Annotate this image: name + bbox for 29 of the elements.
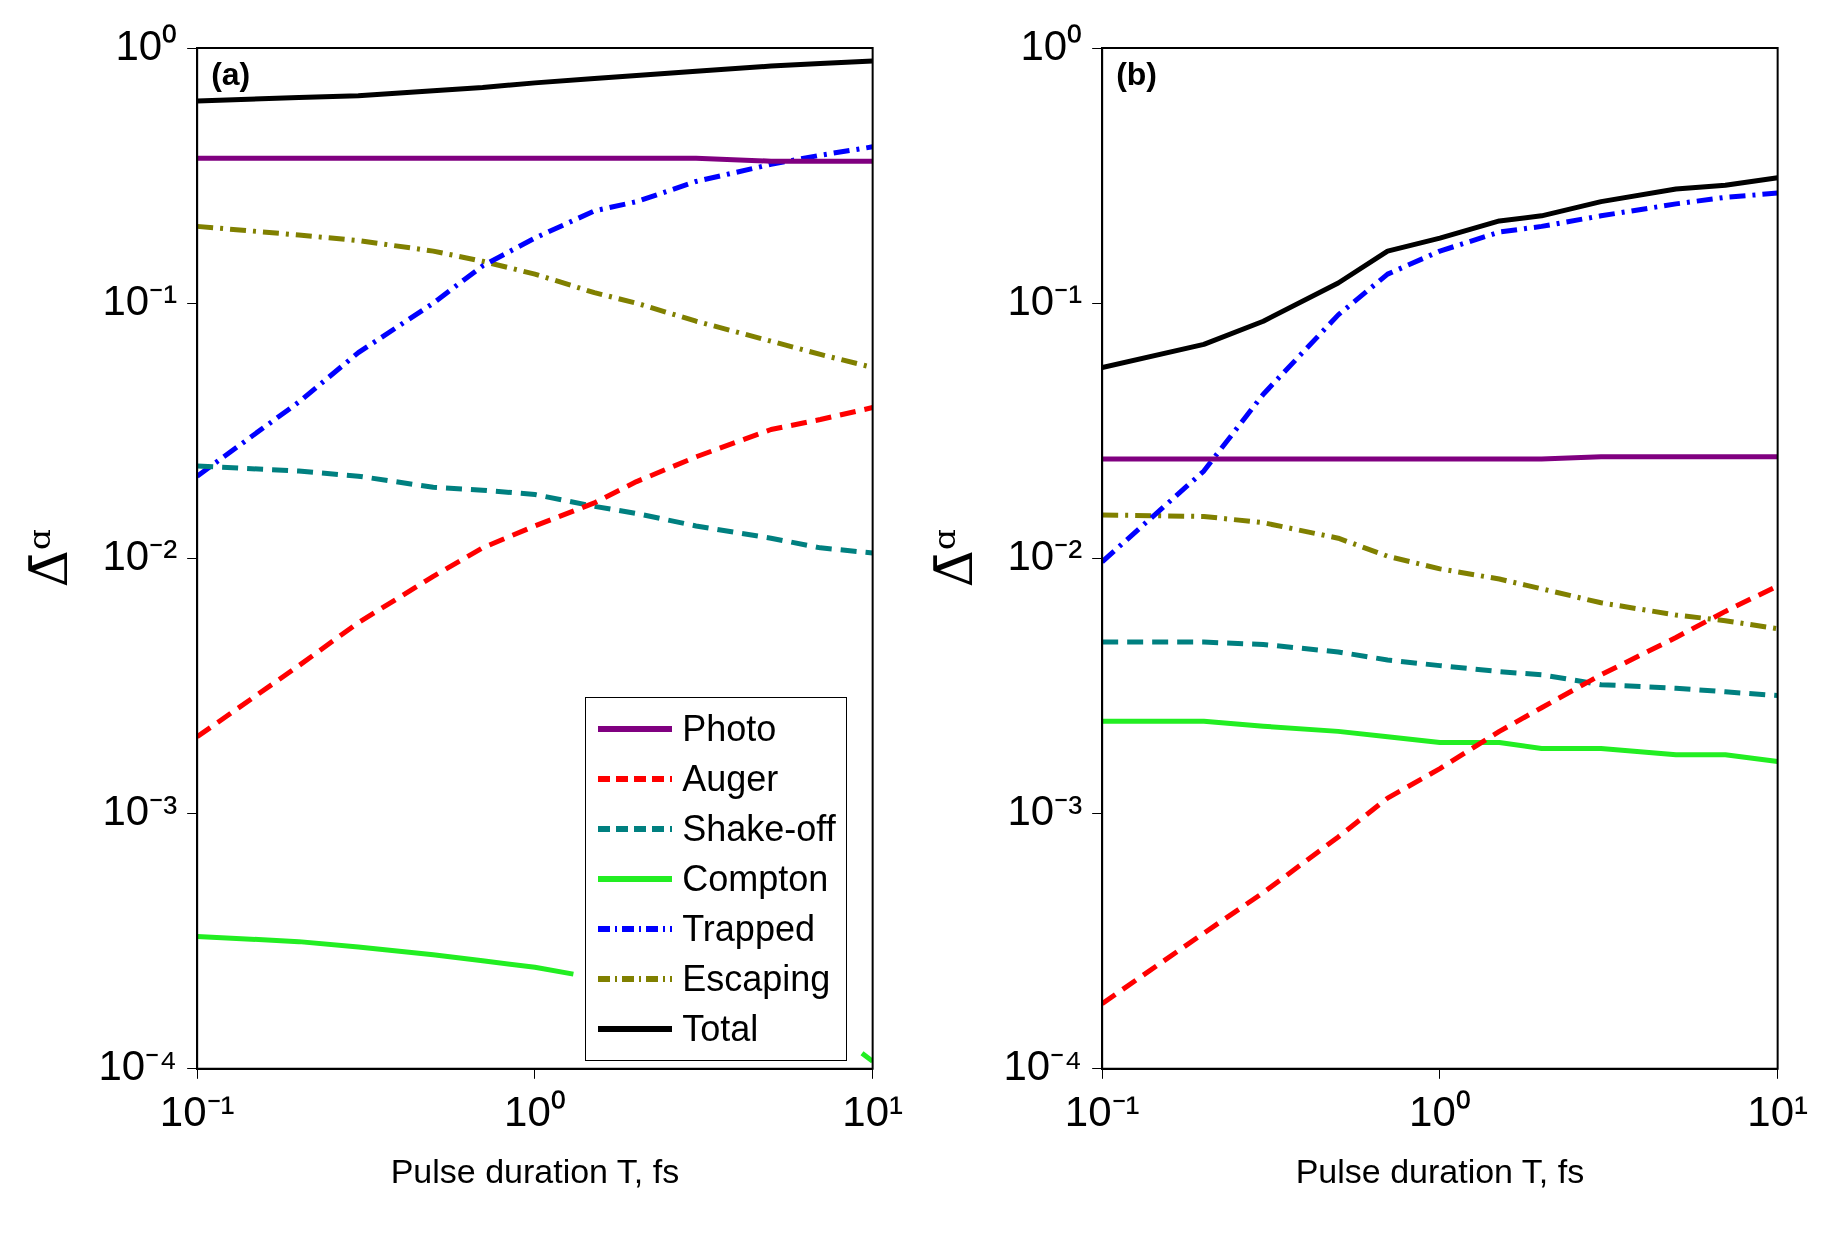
legend-label: Trapped — [682, 907, 815, 950]
x-axis-title: Pulse duration T, fs — [390, 1151, 680, 1190]
legend-label: Total — [682, 1007, 759, 1050]
x-axis-title: Pulse duration T, fs — [1295, 1151, 1585, 1190]
y-tick-label: 10⁻⁴ — [98, 1042, 178, 1090]
legend-label: Compton — [682, 857, 829, 900]
y-tick-label: 10⁰ — [115, 21, 178, 69]
y-tick-label: 10⁻³ — [1007, 787, 1083, 835]
y-tick-label: 10⁻¹ — [102, 276, 178, 324]
y-tick-label: 10⁻² — [102, 531, 178, 579]
x-tick-label: 10⁰ — [504, 1087, 566, 1135]
y-tick-label: 10⁻³ — [102, 787, 178, 835]
y-tick-label: 10⁻⁴ — [1003, 1042, 1083, 1090]
y-tick-label: 10⁻¹ — [1007, 276, 1083, 324]
legend-label: Escaping — [682, 957, 831, 1000]
legend-label: Shake-off — [682, 807, 836, 850]
legend-label: Auger — [682, 757, 779, 800]
x-tick-label: 10⁻¹ — [1064, 1087, 1140, 1135]
x-tick-label: 10⁻¹ — [159, 1087, 235, 1135]
annotation: (a) — [211, 55, 251, 92]
y-tick-label: 10⁻² — [1007, 531, 1083, 579]
x-tick-label: 10⁰ — [1409, 1087, 1471, 1135]
y-tick-label: 10⁰ — [1020, 21, 1083, 69]
x-tick-label: 10¹ — [842, 1087, 904, 1135]
x-tick-label: 10¹ — [1747, 1087, 1809, 1135]
legend-label: Photo — [682, 707, 777, 750]
y-axis-title: Δ̄ᵅ — [18, 529, 79, 588]
annotation: (b) — [1116, 55, 1158, 92]
y-axis-title: Δ̄ᵅ — [923, 529, 984, 588]
